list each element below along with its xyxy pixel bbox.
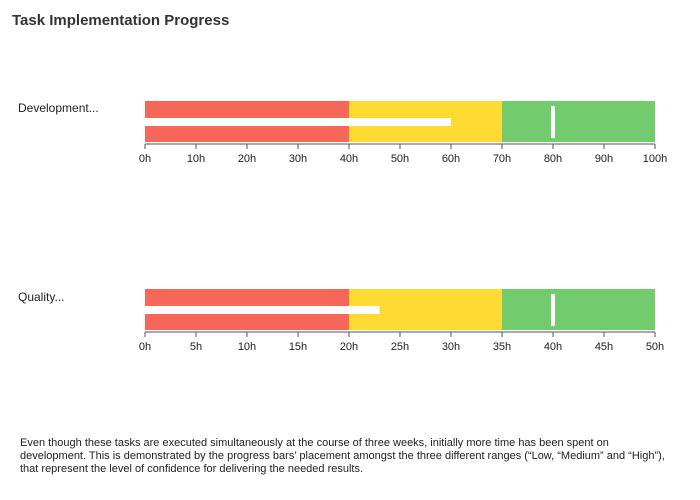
tick-label-quality: 15h [289, 341, 307, 353]
tick-label-quality: 30h [442, 341, 460, 353]
tick-label-quality: 10h [238, 341, 256, 353]
tick-label-development: 100h [643, 153, 667, 165]
target-marker-quality [551, 294, 555, 326]
tick-label-development: 0h [139, 153, 151, 165]
chart-title: Task Implementation Progress [12, 12, 230, 29]
tick-label-quality: 0h [139, 341, 151, 353]
tick-label-development: 30h [289, 153, 307, 165]
tick-label-development: 20h [238, 153, 256, 165]
tick-label-development: 50h [391, 153, 409, 165]
footnote: Even though these tasks are executed sim… [20, 437, 665, 475]
range-high-quality [502, 289, 655, 330]
tick-label-quality: 40h [544, 341, 562, 353]
tick-label-development: 60h [442, 153, 460, 165]
tick-label-development: 40h [340, 153, 358, 165]
target-marker-development [551, 106, 555, 138]
tick-label-quality: 35h [493, 341, 511, 353]
tick-label-development: 90h [595, 153, 613, 165]
tick-label-quality: 20h [340, 341, 358, 353]
measure-bar-quality [145, 306, 380, 314]
category-label-quality: Quality... [18, 290, 65, 304]
category-label-development: Development... [18, 101, 99, 115]
tick-label-quality: 5h [190, 341, 202, 353]
tick-label-quality: 25h [391, 341, 409, 353]
range-high-development [502, 101, 655, 142]
tick-label-development: 80h [544, 153, 562, 165]
tick-label-quality: 45h [595, 341, 613, 353]
tick-label-development: 10h [187, 153, 205, 165]
tick-label-quality: 50h [646, 341, 664, 353]
measure-bar-development [145, 118, 451, 126]
tick-label-development: 70h [493, 153, 511, 165]
